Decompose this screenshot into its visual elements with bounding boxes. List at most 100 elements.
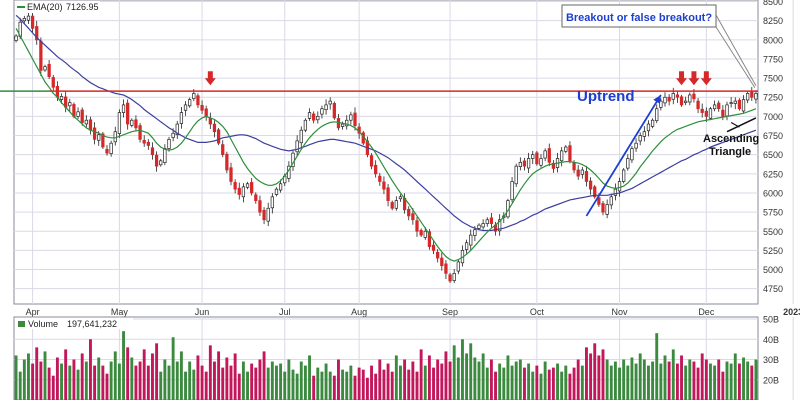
- candle-body: [423, 230, 427, 238]
- candle-body: [229, 167, 233, 182]
- price-tick-label: 6500: [763, 150, 783, 160]
- breakout-callout-line-a: [715, 14, 757, 87]
- x-tick-label: 2023: [783, 307, 800, 317]
- candle-body: [175, 123, 179, 135]
- candle-body: [47, 63, 51, 77]
- volume-bar: [328, 371, 332, 400]
- volume-bar: [709, 363, 712, 400]
- candle-body: [167, 139, 171, 149]
- candle-body: [650, 119, 655, 127]
- candle-body: [233, 182, 237, 190]
- volume-tick-label: 50B: [763, 315, 779, 325]
- candle-body: [609, 196, 613, 206]
- volume-bar: [696, 367, 700, 400]
- candle-body: [572, 162, 576, 171]
- price-tick-label: 8250: [763, 16, 783, 26]
- candle-body: [452, 273, 456, 281]
- volume-bar: [200, 365, 204, 400]
- candle-body: [741, 99, 746, 112]
- volume-bar: [217, 351, 221, 400]
- price-tick-label: 6250: [763, 169, 783, 179]
- volume-panel-frame: [13, 316, 759, 401]
- volume-bar: [84, 361, 88, 400]
- candle: [750, 87, 754, 102]
- volume-bar: [688, 359, 692, 400]
- volume-bar: [436, 359, 440, 400]
- volume-bar: [204, 371, 208, 400]
- candle: [642, 126, 646, 142]
- volume-bar: [597, 355, 601, 400]
- volume-bar: [572, 367, 576, 400]
- volume-bar: [477, 361, 481, 400]
- candle: [576, 165, 580, 180]
- volume-bar: [680, 355, 683, 400]
- volume-bar: [399, 365, 402, 400]
- candle-body: [332, 103, 336, 119]
- candle: [551, 160, 556, 173]
- ema20-line: [15, 28, 757, 262]
- candle-body: [605, 204, 609, 215]
- candle: [638, 132, 642, 146]
- candle-body: [708, 108, 713, 119]
- volume-bar: [742, 357, 745, 400]
- candle: [374, 160, 378, 178]
- candle-body: [109, 142, 113, 154]
- x-tick-label: May: [111, 307, 129, 317]
- volume-bar: [142, 349, 146, 400]
- candle: [444, 260, 448, 279]
- volume-bar: [729, 363, 733, 400]
- volume-bar: [80, 353, 84, 400]
- price-x-axis: AprMayJunJulAugSepOctNovDec2023FebMar: [26, 307, 800, 317]
- volume-tick-label: 40B: [763, 335, 779, 345]
- candle: [729, 97, 733, 108]
- candle: [188, 97, 192, 108]
- volume-bar: [229, 365, 233, 400]
- candle: [679, 94, 684, 107]
- volume-bar: [518, 359, 522, 400]
- candle: [605, 199, 609, 219]
- volume-bar: [510, 365, 514, 400]
- volume-bar: [68, 365, 72, 400]
- candle: [489, 212, 494, 228]
- volume-bar: [651, 361, 655, 400]
- candle: [35, 20, 39, 45]
- candle: [646, 120, 651, 137]
- volume-bar: [580, 365, 584, 400]
- candle: [179, 106, 184, 129]
- price-tick-label: 5750: [763, 208, 783, 218]
- volume-bar: [337, 359, 340, 400]
- volume-bar: [721, 371, 725, 400]
- candle: [299, 126, 303, 149]
- candle: [667, 94, 671, 106]
- candle: [568, 141, 572, 164]
- price-tick-label: 4750: [763, 284, 783, 294]
- candle: [134, 115, 138, 131]
- volume-bar: [713, 365, 717, 400]
- volume-bar: [126, 347, 130, 400]
- volume-bar: [291, 369, 295, 400]
- volume-bar: [159, 371, 163, 400]
- candle-body: [59, 96, 64, 100]
- candle: [307, 108, 312, 121]
- candle-body: [26, 15, 31, 21]
- volume-bar: [523, 367, 526, 400]
- volume-bar: [299, 361, 303, 400]
- candle: [225, 151, 229, 174]
- candle-body: [312, 113, 316, 121]
- candle-body: [622, 169, 626, 182]
- volume-bar: [130, 357, 134, 400]
- volume-bar: [179, 351, 183, 400]
- candle: [138, 123, 142, 143]
- candle-body: [489, 217, 494, 224]
- breakout-annotation: Breakout or false breakout?: [566, 12, 712, 24]
- candle: [733, 97, 737, 110]
- candle-body: [436, 251, 440, 259]
- candle: [688, 92, 692, 106]
- volume-bar: [560, 371, 564, 400]
- candle: [130, 118, 134, 128]
- candle: [274, 187, 279, 197]
- volume-bar: [440, 363, 444, 400]
- price-tick-label: 8500: [763, 0, 783, 7]
- volume-bar: [585, 347, 588, 400]
- volume-bar: [279, 363, 283, 400]
